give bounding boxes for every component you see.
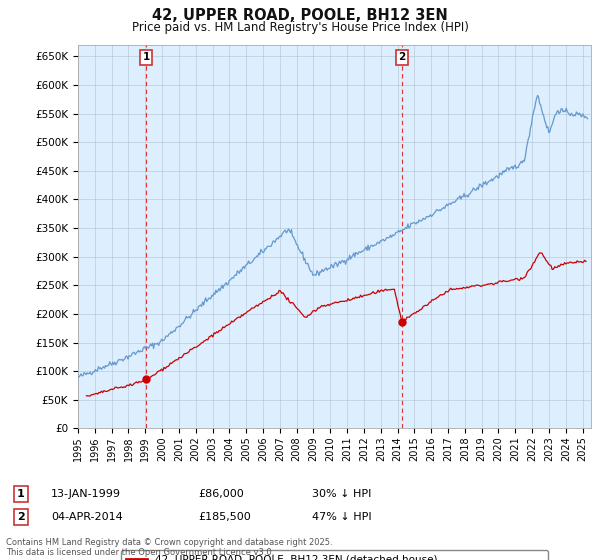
Text: 47% ↓ HPI: 47% ↓ HPI: [312, 512, 371, 522]
Legend: 42, UPPER ROAD, POOLE, BH12 3EN (detached house), HPI: Average price, detached h: 42, UPPER ROAD, POOLE, BH12 3EN (detache…: [121, 550, 548, 560]
Text: 42, UPPER ROAD, POOLE, BH12 3EN: 42, UPPER ROAD, POOLE, BH12 3EN: [152, 8, 448, 24]
Text: 2: 2: [398, 53, 406, 62]
Text: £185,500: £185,500: [198, 512, 251, 522]
Text: 13-JAN-1999: 13-JAN-1999: [51, 489, 121, 499]
Text: 04-APR-2014: 04-APR-2014: [51, 512, 123, 522]
Text: 1: 1: [142, 53, 149, 62]
Text: £86,000: £86,000: [198, 489, 244, 499]
Text: Contains HM Land Registry data © Crown copyright and database right 2025.
This d: Contains HM Land Registry data © Crown c…: [6, 538, 332, 557]
Text: Price paid vs. HM Land Registry's House Price Index (HPI): Price paid vs. HM Land Registry's House …: [131, 21, 469, 34]
Text: 1: 1: [17, 489, 25, 499]
Text: 30% ↓ HPI: 30% ↓ HPI: [312, 489, 371, 499]
Text: 2: 2: [17, 512, 25, 522]
